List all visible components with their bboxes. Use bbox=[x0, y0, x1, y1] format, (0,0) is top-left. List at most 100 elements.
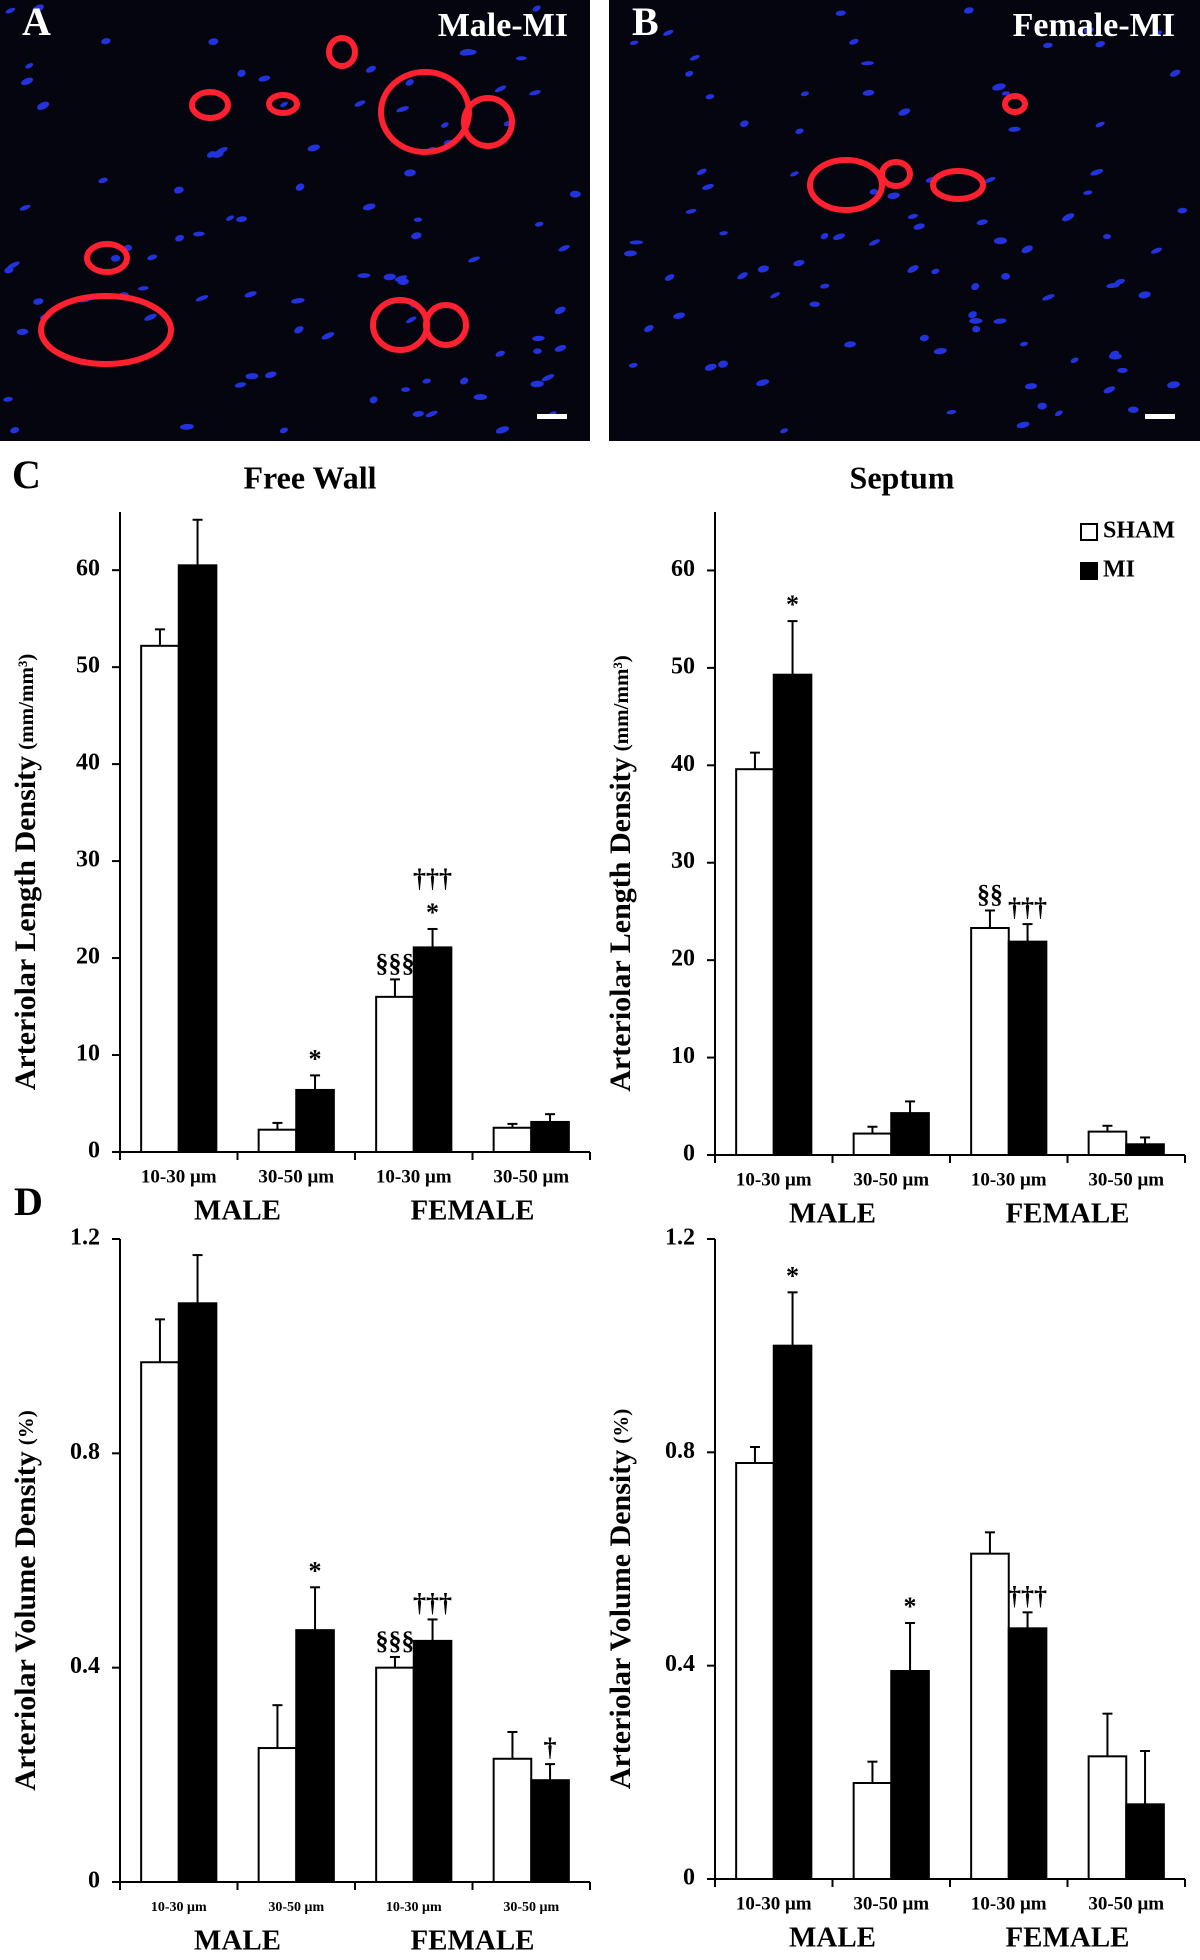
y-label-unit: (%) bbox=[14, 1410, 38, 1445]
nucleus bbox=[705, 94, 715, 100]
nucleus bbox=[294, 326, 304, 334]
y-label-unit: (mm/mm³) bbox=[609, 655, 633, 751]
nucleus bbox=[1153, 30, 1163, 36]
x-tick-label: 30-50 μm bbox=[503, 1900, 559, 1915]
x-tick-label: 10-30 μm bbox=[971, 1169, 1047, 1190]
panel-label: Female-MI bbox=[1013, 7, 1175, 44]
y-tick-label: 0 bbox=[88, 1138, 100, 1164]
bar bbox=[375, 995, 415, 1154]
y-tick-label: 30 bbox=[671, 848, 695, 874]
group-label: FEMALE bbox=[410, 1195, 534, 1227]
vessel bbox=[930, 168, 986, 202]
nucleus bbox=[174, 186, 184, 194]
y-tick-label: 50 bbox=[76, 653, 100, 679]
nucleus bbox=[969, 318, 983, 324]
nucleus bbox=[1117, 367, 1128, 373]
significance-mark: ††† bbox=[1008, 1581, 1047, 1610]
panel-letter: A bbox=[22, 0, 51, 44]
nucleus bbox=[898, 108, 911, 116]
legend-swatch bbox=[1080, 523, 1098, 541]
nucleus bbox=[809, 301, 820, 307]
nucleus bbox=[33, 298, 44, 305]
y-tick-label: 60 bbox=[76, 556, 100, 582]
nucleus bbox=[1110, 350, 1120, 357]
bar bbox=[970, 1552, 1010, 1880]
nucleus bbox=[907, 265, 919, 273]
nucleus bbox=[740, 120, 749, 128]
series: *†††† bbox=[177, 1254, 570, 1884]
nucleus bbox=[780, 428, 789, 434]
nucleus bbox=[869, 188, 878, 195]
x-tick-label: 10-30 μm bbox=[971, 1893, 1047, 1914]
nucleus bbox=[554, 345, 567, 352]
x-tick-label: 30-50 μm bbox=[853, 1893, 929, 1914]
series: §§ bbox=[735, 751, 1128, 1157]
nucleus bbox=[663, 29, 674, 36]
bar bbox=[970, 927, 1010, 1157]
nucleus bbox=[1095, 41, 1105, 48]
bar bbox=[492, 1757, 533, 1883]
nucleus bbox=[369, 396, 378, 404]
y-tick-label: 0.8 bbox=[70, 1439, 100, 1465]
nucleus bbox=[1102, 234, 1112, 240]
nucleus bbox=[971, 283, 980, 291]
nucleus bbox=[689, 55, 700, 61]
significance-mark: * bbox=[904, 1592, 917, 1621]
nucleus bbox=[1151, 247, 1162, 254]
y-label-text: Arteriolar Length Density bbox=[9, 756, 42, 1090]
nucleus bbox=[820, 283, 830, 289]
micrograph bbox=[0, 0, 590, 441]
nucleus bbox=[628, 362, 638, 368]
vessel bbox=[326, 35, 358, 69]
y-tick-label: 60 bbox=[671, 556, 695, 582]
nucleus bbox=[532, 5, 541, 12]
x-tick-label: 30-50 μm bbox=[258, 1166, 334, 1187]
x-tick-label: 10-30 μm bbox=[141, 1166, 217, 1187]
nucleus bbox=[1008, 126, 1021, 132]
bar bbox=[140, 1361, 180, 1884]
bar bbox=[177, 564, 218, 1153]
vessel bbox=[38, 293, 174, 367]
significance-mark: §§ bbox=[977, 879, 1003, 908]
nucleus bbox=[629, 240, 644, 245]
nucleus bbox=[1127, 406, 1139, 413]
nucleus bbox=[468, 256, 480, 263]
y-tick-label: 20 bbox=[76, 944, 100, 970]
nucleus bbox=[1016, 421, 1030, 429]
micrograph-content bbox=[3, 4, 1188, 434]
nucleus bbox=[972, 325, 981, 333]
nucleus bbox=[206, 151, 216, 158]
nucleus bbox=[862, 89, 875, 96]
nucleus bbox=[383, 273, 396, 281]
vessel bbox=[1002, 93, 1028, 115]
nucleus bbox=[295, 183, 305, 191]
nucleus bbox=[19, 204, 31, 211]
y-label-unit: (%) bbox=[609, 1409, 633, 1444]
nucleus bbox=[964, 7, 974, 14]
y-tick-label: 1.2 bbox=[70, 1225, 100, 1251]
significance-mark: † bbox=[544, 1733, 557, 1762]
nucleus bbox=[1167, 381, 1180, 389]
nucleus bbox=[1090, 169, 1104, 176]
nucleus bbox=[795, 128, 804, 134]
nucleus bbox=[1042, 294, 1055, 301]
x-tick-label: 10-30 μm bbox=[736, 1169, 812, 1190]
nucleus bbox=[1037, 402, 1047, 410]
nucleus bbox=[1103, 386, 1116, 394]
panel-letter: D bbox=[14, 1179, 43, 1224]
nucleus bbox=[1062, 213, 1075, 222]
nucleus bbox=[37, 101, 50, 110]
nucleus bbox=[558, 244, 570, 252]
bar bbox=[735, 768, 775, 1156]
nucleus bbox=[1138, 291, 1151, 299]
bar bbox=[772, 673, 813, 1156]
nucleus bbox=[820, 232, 829, 240]
nucleus bbox=[365, 65, 376, 73]
y-tick-label: 40 bbox=[76, 750, 100, 776]
micrograph bbox=[609, 0, 1200, 441]
nucleus bbox=[279, 427, 288, 434]
nucleus bbox=[770, 292, 781, 299]
nucleus bbox=[422, 378, 431, 384]
y-tick-label: 0.8 bbox=[665, 1438, 695, 1464]
x-tick-label: 10-30 μm bbox=[386, 1900, 442, 1915]
